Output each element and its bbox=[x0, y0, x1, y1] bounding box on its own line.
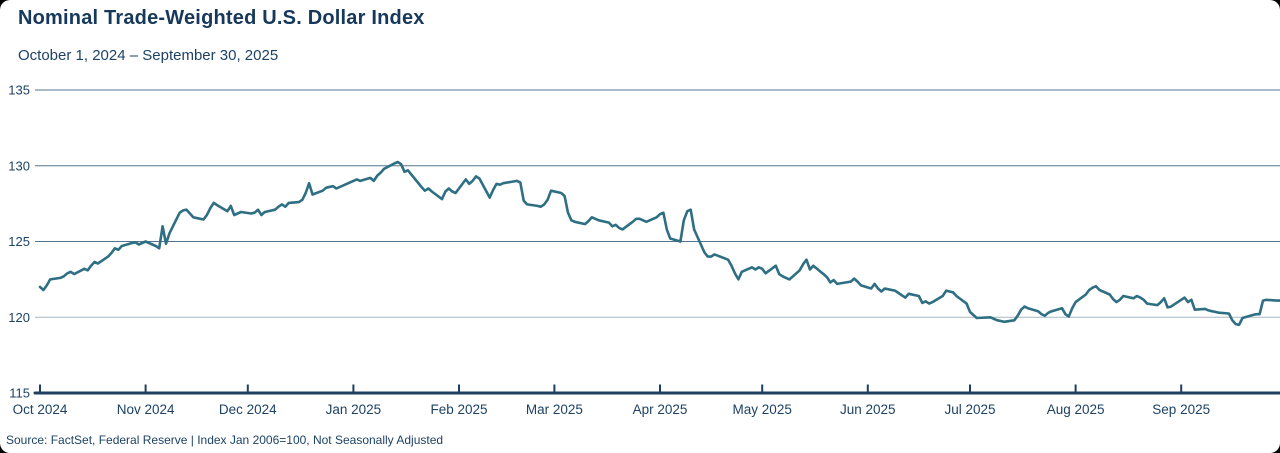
chart-title: Nominal Trade-Weighted U.S. Dollar Index bbox=[18, 7, 425, 29]
chart-subtitle: October 1, 2024 – September 30, 2025 bbox=[18, 47, 279, 64]
x-tick-label: Aug 2025 bbox=[1047, 402, 1105, 417]
y-tick-label: 125 bbox=[8, 234, 30, 249]
x-tick-label: May 2025 bbox=[733, 402, 792, 417]
x-tick-label: Sep 2025 bbox=[1152, 402, 1210, 417]
x-tick-label: Jun 2025 bbox=[840, 402, 896, 417]
x-tick-label: Oct 2024 bbox=[13, 402, 68, 417]
y-tick-label: 115 bbox=[9, 386, 30, 401]
x-tick-label: Jul 2025 bbox=[944, 402, 995, 417]
x-tick-label: Feb 2025 bbox=[430, 402, 487, 417]
x-tick-label: Jan 2025 bbox=[326, 402, 382, 417]
y-tick-label: 120 bbox=[8, 310, 30, 325]
x-tick-label: Apr 2025 bbox=[633, 402, 688, 417]
y-tick-label: 135 bbox=[8, 83, 30, 98]
x-tick-label: Nov 2024 bbox=[117, 402, 175, 417]
index-line bbox=[38, 160, 1280, 327]
x-tick-label: Mar 2025 bbox=[526, 402, 583, 417]
x-tick-label: Dec 2024 bbox=[219, 402, 277, 417]
source-note: Source: FactSet, Federal Reserve | Index… bbox=[6, 433, 444, 447]
y-tick-label: 130 bbox=[8, 158, 30, 173]
